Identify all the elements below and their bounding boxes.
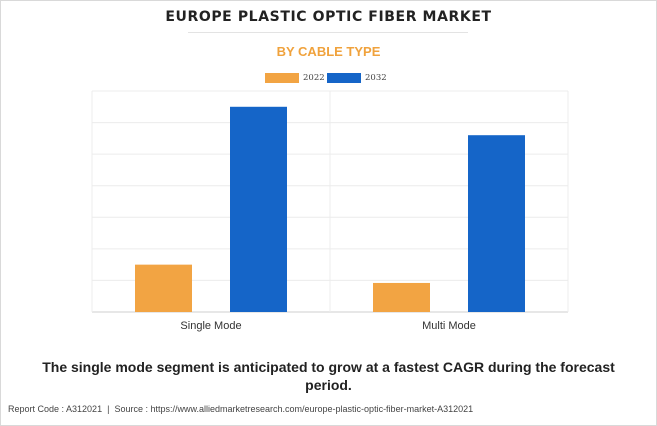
- chart-title: EUROPE PLASTIC OPTIC FIBER MARKET: [165, 9, 492, 25]
- bar-single-mode-2032: [230, 106, 287, 313]
- legend-label-2032: 2032: [365, 73, 387, 83]
- legend-item-2022: 2022: [265, 72, 325, 84]
- footer: Report Code : A312021 | Source : https:/…: [8, 404, 473, 414]
- category-label: Single Mode: [180, 320, 241, 332]
- title-divider: [188, 32, 468, 33]
- footer-separator: |: [107, 404, 110, 414]
- bar-multi-mode-2022: [373, 282, 430, 312]
- source-text: Source : https://www.alliedmarketresearc…: [114, 404, 474, 414]
- legend-item-2032: 2032: [327, 72, 387, 84]
- bar-multi-mode-2032: [468, 135, 525, 312]
- bar-chart: Single Mode Multi Mode: [91, 90, 569, 332]
- chart-subtitle: BY CABLE TYPE: [276, 44, 381, 59]
- chart-caption: The single mode segment is anticipated t…: [42, 359, 615, 393]
- legend-swatch-2022: [265, 73, 299, 83]
- bar-single-mode-2022: [135, 264, 192, 312]
- legend-swatch-2032: [327, 73, 361, 83]
- legend-label-2022: 2022: [303, 73, 325, 83]
- chart-legend: 2022 2032: [0, 72, 657, 86]
- report-code: Report Code : A312021: [8, 404, 103, 414]
- category-label: Multi Mode: [422, 320, 476, 332]
